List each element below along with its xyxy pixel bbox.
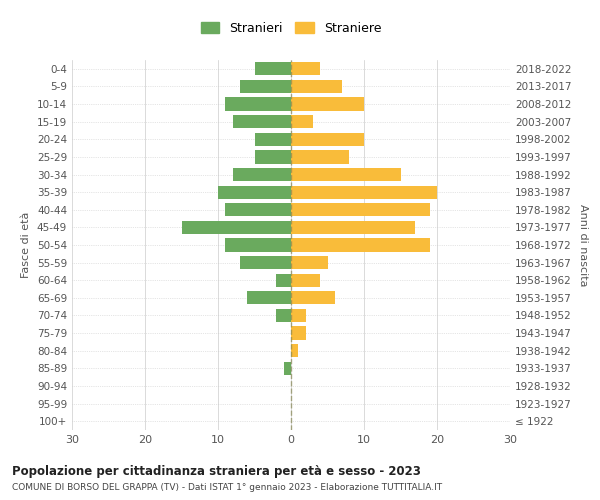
- Y-axis label: Fasce di età: Fasce di età: [22, 212, 31, 278]
- Bar: [226, 203, 291, 216]
- Bar: [291, 274, 320, 287]
- Bar: [233, 168, 291, 181]
- Bar: [277, 274, 291, 287]
- Bar: [291, 221, 415, 234]
- Bar: [291, 98, 364, 110]
- Bar: [226, 98, 291, 110]
- Text: COMUNE DI BORSO DEL GRAPPA (TV) - Dati ISTAT 1° gennaio 2023 - Elaborazione TUTT: COMUNE DI BORSO DEL GRAPPA (TV) - Dati I…: [12, 482, 442, 492]
- Bar: [291, 344, 298, 358]
- Bar: [226, 238, 291, 252]
- Bar: [291, 309, 305, 322]
- Bar: [291, 132, 364, 146]
- Y-axis label: Anni di nascita: Anni di nascita: [578, 204, 588, 286]
- Bar: [233, 115, 291, 128]
- Text: Popolazione per cittadinanza straniera per età e sesso - 2023: Popolazione per cittadinanza straniera p…: [12, 465, 421, 478]
- Bar: [247, 291, 291, 304]
- Bar: [291, 203, 430, 216]
- Bar: [291, 291, 335, 304]
- Legend: Stranieri, Straniere: Stranieri, Straniere: [197, 18, 385, 38]
- Bar: [240, 80, 291, 93]
- Bar: [218, 186, 291, 198]
- Bar: [254, 150, 291, 164]
- Bar: [182, 221, 291, 234]
- Bar: [291, 326, 305, 340]
- Bar: [291, 168, 401, 181]
- Bar: [254, 62, 291, 76]
- Bar: [291, 62, 320, 76]
- Bar: [284, 362, 291, 375]
- Bar: [291, 115, 313, 128]
- Bar: [254, 132, 291, 146]
- Bar: [291, 256, 328, 269]
- Bar: [277, 309, 291, 322]
- Bar: [240, 256, 291, 269]
- Bar: [291, 150, 349, 164]
- Bar: [291, 238, 430, 252]
- Bar: [291, 186, 437, 198]
- Bar: [291, 80, 342, 93]
